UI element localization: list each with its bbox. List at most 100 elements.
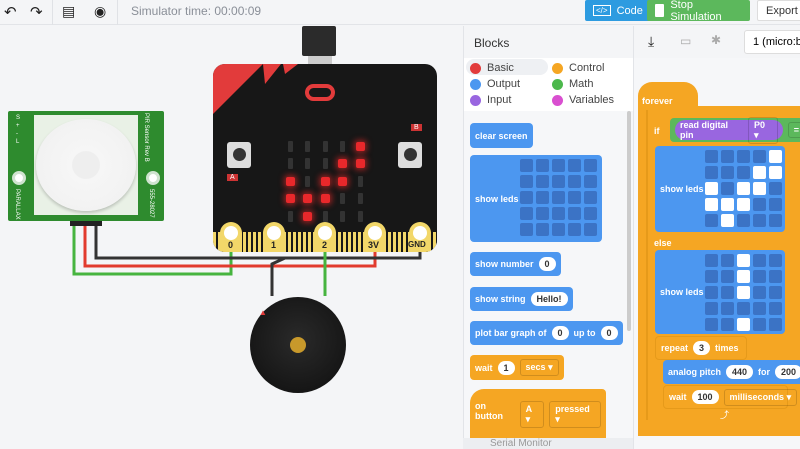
led-cell[interactable]	[705, 254, 718, 267]
led-cell[interactable]	[584, 223, 597, 236]
led-cell[interactable]	[705, 318, 718, 331]
eye-icon[interactable]: ◉	[94, 3, 107, 19]
led-cell[interactable]	[536, 159, 549, 172]
button-dropdown[interactable]: A ▾	[519, 401, 545, 428]
wait-block[interactable]: wait 1 secs ▾	[470, 355, 564, 380]
led-cell[interactable]	[721, 198, 734, 211]
led-cell[interactable]	[568, 191, 581, 204]
led-cell[interactable]	[705, 166, 718, 179]
led-cell[interactable]	[769, 214, 782, 227]
led-cell[interactable]	[753, 254, 766, 267]
led-cell[interactable]	[737, 318, 750, 331]
led-cell[interactable]	[520, 175, 533, 188]
analog-pitch-block[interactable]: analog pitch440for200ms	[663, 360, 800, 384]
led-cell[interactable]	[769, 198, 782, 211]
led-cell[interactable]	[705, 270, 718, 283]
pin-dropdown[interactable]: P0 ▾	[747, 116, 778, 144]
led-cell[interactable]	[737, 254, 750, 267]
show-string-block[interactable]: show string Hello!	[470, 287, 573, 311]
pir-sensor[interactable]: PIR Sensor Rev B 555-28027 PARALLAX S + - L	[8, 111, 164, 221]
pitch-input[interactable]: 440	[726, 365, 754, 379]
led-cell[interactable]	[705, 198, 718, 211]
undo-icon[interactable]: ↶	[4, 4, 17, 21]
wait-input[interactable]: 1	[497, 360, 515, 375]
max-input[interactable]: 0	[600, 326, 618, 340]
circuit-canvas[interactable]: PIR Sensor Rev B 555-28027 PARALLAX S + - L…	[0, 26, 463, 449]
export-button[interactable]: Export	[757, 0, 800, 21]
unit-dropdown[interactable]: secs ▾	[519, 359, 559, 376]
led-cell[interactable]	[737, 166, 750, 179]
library-icon[interactable]: ▭	[680, 34, 692, 48]
led-cell[interactable]	[705, 214, 718, 227]
notes-icon[interactable]: ▤	[62, 3, 76, 19]
forever-block[interactable]: if read digital pin P0 ▾ = show leds else…	[638, 106, 800, 436]
led-cell[interactable]	[753, 198, 766, 211]
led-grid[interactable]	[705, 254, 782, 331]
led-cell[interactable]	[721, 214, 734, 227]
led-cell[interactable]	[568, 207, 581, 220]
show-number-block[interactable]: show number 0	[470, 252, 561, 276]
led-cell[interactable]	[721, 166, 734, 179]
led-grid[interactable]	[705, 150, 782, 227]
led-cell[interactable]	[520, 207, 533, 220]
block-palette[interactable]: clear screen show leds show number 0 show…	[464, 111, 634, 441]
led-cell[interactable]	[737, 270, 750, 283]
led-cell[interactable]	[769, 318, 782, 331]
led-cell[interactable]	[753, 166, 766, 179]
wait-input[interactable]: 100	[691, 390, 719, 404]
number-input[interactable]: 0	[538, 257, 556, 271]
led-cell[interactable]	[721, 270, 734, 283]
led-cell[interactable]	[753, 318, 766, 331]
led-cell[interactable]	[753, 150, 766, 163]
piezo-buzzer[interactable]	[250, 297, 346, 393]
led-cell[interactable]	[769, 150, 782, 163]
button-b[interactable]	[398, 142, 422, 168]
plot-bar-graph-block[interactable]: plot bar graph of 0 up to 0	[470, 321, 623, 345]
led-cell[interactable]	[705, 302, 718, 315]
string-input[interactable]: Hello!	[530, 292, 568, 306]
led-cell[interactable]	[536, 175, 549, 188]
led-cell[interactable]	[721, 150, 734, 163]
led-cell[interactable]	[536, 191, 549, 204]
led-cell[interactable]	[721, 302, 734, 315]
show-leds-block[interactable]: show leds	[655, 250, 785, 334]
category-variables[interactable]: Variables	[552, 94, 614, 106]
led-cell[interactable]	[721, 318, 734, 331]
palette-scrollbar[interactable]	[627, 111, 631, 331]
led-cell[interactable]	[552, 159, 565, 172]
read-digital-pin-block[interactable]: read digital pin P0 ▾	[675, 116, 783, 144]
compare-block[interactable]: read digital pin P0 ▾ =	[670, 116, 800, 144]
download-icon[interactable]: ⤓	[648, 33, 655, 49]
button-a[interactable]	[227, 142, 251, 168]
led-cell[interactable]	[584, 175, 597, 188]
microbit-board[interactable]: A B 0 1 2 3V GND	[213, 64, 437, 252]
led-cell[interactable]	[552, 207, 565, 220]
show-leds-block[interactable]: show leds	[470, 155, 602, 242]
led-cell[interactable]	[520, 191, 533, 204]
pin-0-pad[interactable]	[220, 222, 242, 252]
led-cell[interactable]	[753, 182, 766, 195]
led-cell[interactable]	[753, 270, 766, 283]
category-output[interactable]: Output	[470, 78, 520, 90]
led-cell[interactable]	[721, 182, 734, 195]
forever-block-hat[interactable]: forever	[638, 82, 698, 108]
led-cell[interactable]	[737, 302, 750, 315]
device-select[interactable]: 1 (micro:bit)	[744, 30, 800, 54]
pin-3v-pad[interactable]	[364, 222, 386, 252]
led-cell[interactable]	[568, 159, 581, 172]
led-cell[interactable]	[769, 286, 782, 299]
wait-block[interactable]: wait 100 milliseconds ▾	[663, 385, 798, 409]
led-cell[interactable]	[568, 223, 581, 236]
led-cell[interactable]	[769, 254, 782, 267]
led-cell[interactable]	[584, 207, 597, 220]
led-cell[interactable]	[536, 207, 549, 220]
category-math[interactable]: Math	[552, 78, 593, 90]
led-cell[interactable]	[769, 302, 782, 315]
led-cell[interactable]	[705, 182, 718, 195]
led-cell[interactable]	[552, 223, 565, 236]
code-workspace[interactable]: ⤓ ▭ ✱ 1 (micro:bit) forever if read digi…	[633, 26, 800, 449]
clear-screen-block[interactable]: clear screen	[470, 123, 533, 148]
pin-1-pad[interactable]	[263, 222, 285, 252]
led-cell[interactable]	[568, 175, 581, 188]
repeat-input[interactable]: 3	[693, 341, 711, 355]
